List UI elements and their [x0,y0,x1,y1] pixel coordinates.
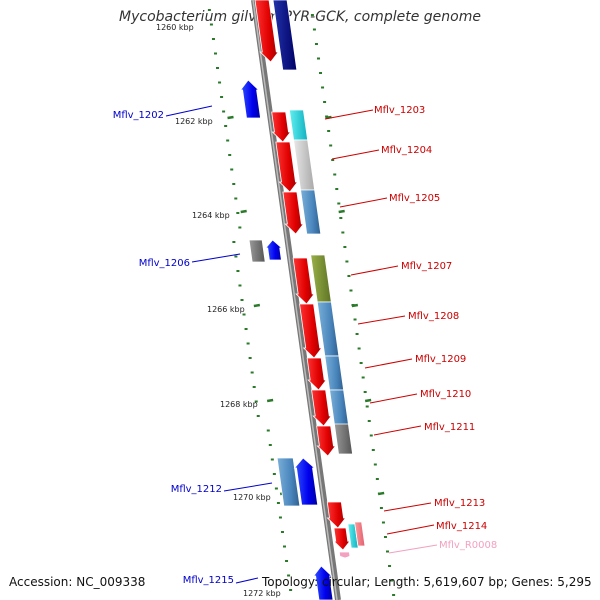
major-tick [266,398,274,403]
leader-mflv-r0008 [388,544,438,554]
leader-mflv-1203 [324,109,374,120]
major-tick [364,398,372,403]
gene-arrow[interactable] [354,521,366,547]
gene-label-mflv-1206[interactable]: Mflv_1206 [139,258,190,269]
major-tick [351,303,359,308]
gene-arrow[interactable] [293,457,319,506]
major-tick [240,209,247,214]
gene-arrow[interactable] [275,141,299,193]
leader-mflv-1215 [235,577,259,584]
genome-backbone-highlight [252,0,338,600]
gene-arrow[interactable] [337,551,352,559]
gene-arrow[interactable] [282,191,305,235]
leader-mflv-1213 [383,502,432,512]
scale-labels: 1260 kbp 1262 kbp 1264 kbp 1266 kbp 1268… [156,23,281,598]
gene-label-mflv-1212[interactable]: Mflv_1212 [171,484,222,495]
scale-label: 1272 kbp [243,589,281,598]
leader-mflv-1208 [357,315,406,325]
gene-label-mflv-1211[interactable]: Mflv_1211 [424,422,475,433]
scale-label: 1270 kbp [233,493,271,502]
gene-arrow[interactable] [324,355,345,391]
gene-labels: Mflv_1202 Mflv_1203 Mflv_1204 Mflv_1205 … [113,105,498,586]
gene-track [239,0,366,600]
leader-mflv-1209 [364,358,413,369]
scale-label: 1264 kbp [192,211,230,220]
scale-label: 1268 kbp [220,400,258,409]
gene-label-mflv-1214[interactable]: Mflv_1214 [436,521,487,532]
gene-label-mflv-r0008[interactable]: Mflv_R0008 [439,540,497,551]
leader-mflv-1205 [339,197,388,208]
leader-mflv-1202 [165,105,213,117]
gene-arrow[interactable] [292,257,315,305]
gene-label-mflv-1209[interactable]: Mflv_1209 [415,354,466,365]
accession-text: Accession: NC_009338 [9,575,146,589]
major-tick [377,491,385,496]
gene-arrow[interactable] [306,357,328,391]
gene-arrow[interactable] [248,239,266,263]
gene-arrow[interactable] [299,303,323,359]
gene-arrow[interactable] [311,389,333,427]
genome-backbone [251,0,341,600]
gene-label-mflv-1213[interactable]: Mflv_1213 [434,498,485,509]
gene-arrow[interactable] [254,0,280,63]
scale-label: 1260 kbp [156,23,194,32]
leader-mflv-1204 [331,149,380,160]
scale-label: 1262 kbp [175,117,213,126]
gene-arrow[interactable] [276,457,301,507]
gene-arrow[interactable] [312,565,334,600]
leader-mflv-1212 [223,482,273,492]
leader-mflv-1214 [386,524,435,535]
scale-ticks [207,9,396,596]
genome-summary: Topology: circular; Length: 5,619,607 bp… [262,575,592,589]
gene-label-mflv-1204[interactable]: Mflv_1204 [381,145,432,156]
major-tick [325,115,332,120]
gene-arrow[interactable] [271,111,292,143]
scale-label: 1266 kbp [207,305,245,314]
gene-label-mflv-1205[interactable]: Mflv_1205 [389,193,440,204]
leader-mflv-1210 [369,393,418,404]
gene-arrow[interactable] [239,79,261,119]
gene-arrow[interactable] [332,527,351,551]
gene-label-mflv-1210[interactable]: Mflv_1210 [420,389,471,400]
gene-arrow[interactable] [288,109,309,141]
gene-arrow[interactable] [329,389,350,427]
gene-label-mflv-1207[interactable]: Mflv_1207 [401,261,452,272]
gene-arrow[interactable] [326,501,347,529]
major-tick [253,303,261,308]
gene-arrow[interactable] [316,425,337,457]
map-title: Mycobacterium gilvum PYR-GCK, complete g… [119,9,481,25]
gene-label-mflv-1215[interactable]: Mflv_1215 [183,575,234,586]
gene-arrow[interactable] [264,239,283,261]
gene-arrow[interactable] [333,423,354,455]
gene-label-mflv-1202[interactable]: Mflv_1202 [113,110,164,121]
gene-arrow[interactable] [272,0,298,71]
leader-mflv-1211 [373,425,422,436]
gene-arrow[interactable] [300,189,322,235]
gene-label-mflv-1203[interactable]: Mflv_1203 [374,105,425,116]
leader-mflv-1207 [350,265,399,276]
label-leaders [165,105,438,584]
leader-mflv-1206 [191,253,241,263]
gene-label-mflv-1208[interactable]: Mflv_1208 [408,311,459,322]
major-tick [338,209,345,214]
major-tick [227,115,234,120]
